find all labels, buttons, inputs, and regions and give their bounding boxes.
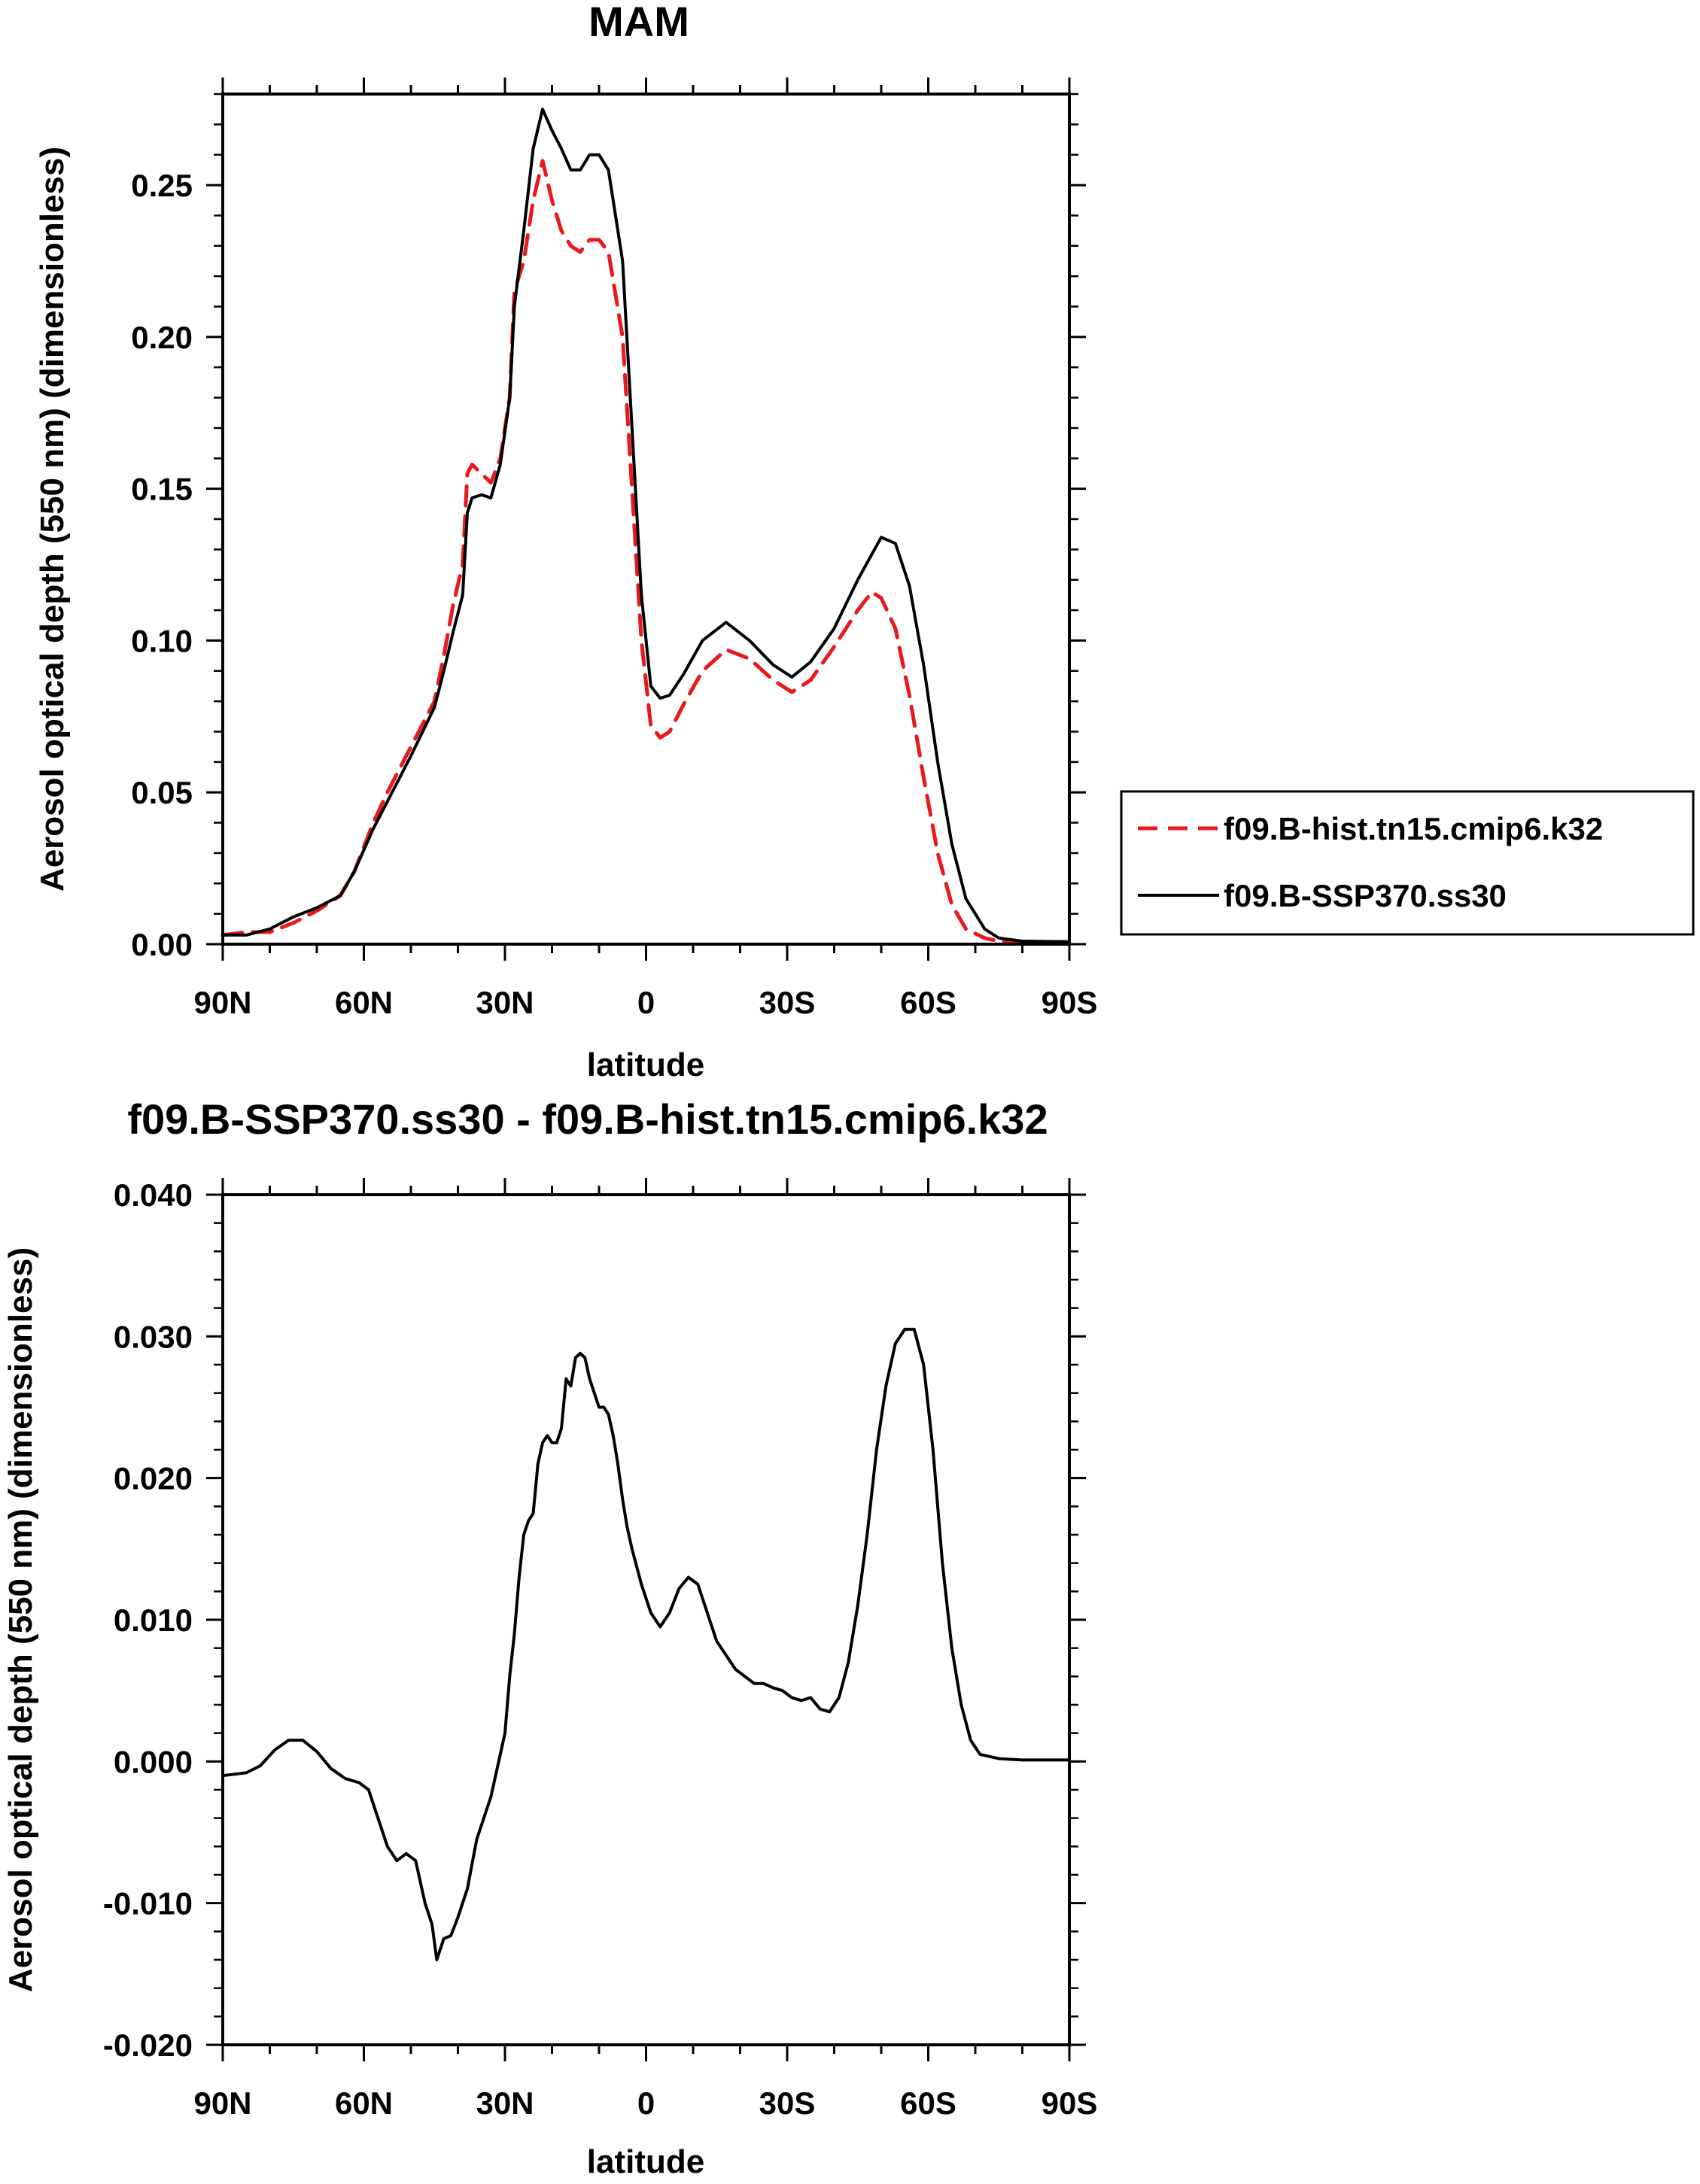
x-tick-label: 90S — [1042, 2085, 1098, 2121]
top-tick-marks — [206, 77, 1086, 961]
y-tick-label: -0.010 — [103, 1886, 193, 1921]
x-tick-label: 30N — [476, 985, 534, 1020]
x-tick-label: 60S — [900, 985, 956, 1020]
y-tick-label: 0.15 — [131, 472, 193, 507]
x-tick-label: 60S — [900, 2085, 956, 2121]
y-tick-label: 0.010 — [114, 1602, 193, 1638]
x-tick-label: 60N — [335, 2085, 393, 2121]
top-panel: MAM 0.00 0.05 0.10 0.15 0.20 0.25 90N 60N 30N 0 3… — [34, 0, 1097, 1083]
top-plot-frame — [221, 93, 1071, 946]
y-tick-label: 0.25 — [131, 168, 193, 203]
x-tick-label: 30S — [759, 985, 816, 1020]
bottom-panel: f09.B-SSP370.ss30 - f09.B-hist.tn15.cmip… — [2, 1095, 1097, 2180]
series-line-f09-b-hist-tn15-cmip6-k32 — [220, 159, 1072, 945]
x-tick-label: 90N — [193, 985, 251, 1020]
legend: f09.B-hist.tn15.cmip6.k32 f09.B-SSP370.s… — [1120, 790, 1695, 936]
bottom-y-axis-label: Aerosol optical depth (550 nm) (dimensio… — [2, 1247, 39, 1992]
top-chart-title: MAM — [588, 0, 689, 45]
legend-box — [1120, 790, 1695, 936]
x-tick-label: 0 — [637, 2085, 655, 2121]
y-tick-label: 0.020 — [114, 1461, 193, 1496]
bottom-x-axis-label: latitude — [587, 2143, 704, 2180]
top-x-tick-labels: 90N 60N 30N 0 30S 60S 90S — [193, 985, 1097, 1020]
series-line-f09-b-ssp370-ss30 — [221, 108, 1071, 943]
x-tick-label: 60N — [335, 985, 393, 1020]
y-tick-label: 0.20 — [131, 320, 193, 355]
top-y-axis-label: Aerosol optical depth (550 nm) (dimensio… — [34, 147, 71, 892]
series-line-difference — [221, 1327, 1071, 1961]
y-tick-label: 0.000 — [114, 1744, 193, 1779]
legend-label-hist: f09.B-hist.tn15.cmip6.k32 — [1224, 811, 1603, 846]
y-tick-label: 0.10 — [131, 623, 193, 658]
bottom-tick-marks — [206, 1178, 1086, 2061]
y-tick-label: 0.030 — [114, 1319, 193, 1354]
y-tick-label: 0.040 — [114, 1177, 193, 1213]
top-series-lines — [220, 108, 1072, 945]
x-tick-label: 0 — [637, 985, 655, 1020]
x-tick-label: 30N — [476, 2085, 534, 2121]
top-x-axis-label: latitude — [587, 1046, 704, 1083]
bottom-chart-title: f09.B-SSP370.ss30 - f09.B-hist.tn15.cmip… — [127, 1095, 1048, 1143]
top-y-tick-labels: 0.00 0.05 0.10 0.15 0.20 0.25 — [131, 168, 193, 962]
bottom-y-tick-labels: -0.020 -0.010 0.000 0.010 0.020 0.030 0.040 — [103, 1177, 193, 2063]
y-tick-label: 0.05 — [131, 775, 193, 810]
bottom-x-tick-labels: 90N 60N 30N 0 30S 60S 90S — [193, 2085, 1097, 2121]
bottom-series-lines — [221, 1327, 1071, 1961]
bottom-plot-frame — [221, 1193, 1071, 2046]
x-tick-label: 90N — [193, 2085, 251, 2121]
legend-label-ssp370: f09.B-SSP370.ss30 — [1224, 878, 1507, 913]
y-tick-label: -0.020 — [103, 2028, 193, 2063]
x-tick-label: 30S — [759, 2085, 816, 2121]
y-tick-label: 0.00 — [131, 927, 193, 962]
x-tick-label: 90S — [1042, 985, 1098, 1020]
